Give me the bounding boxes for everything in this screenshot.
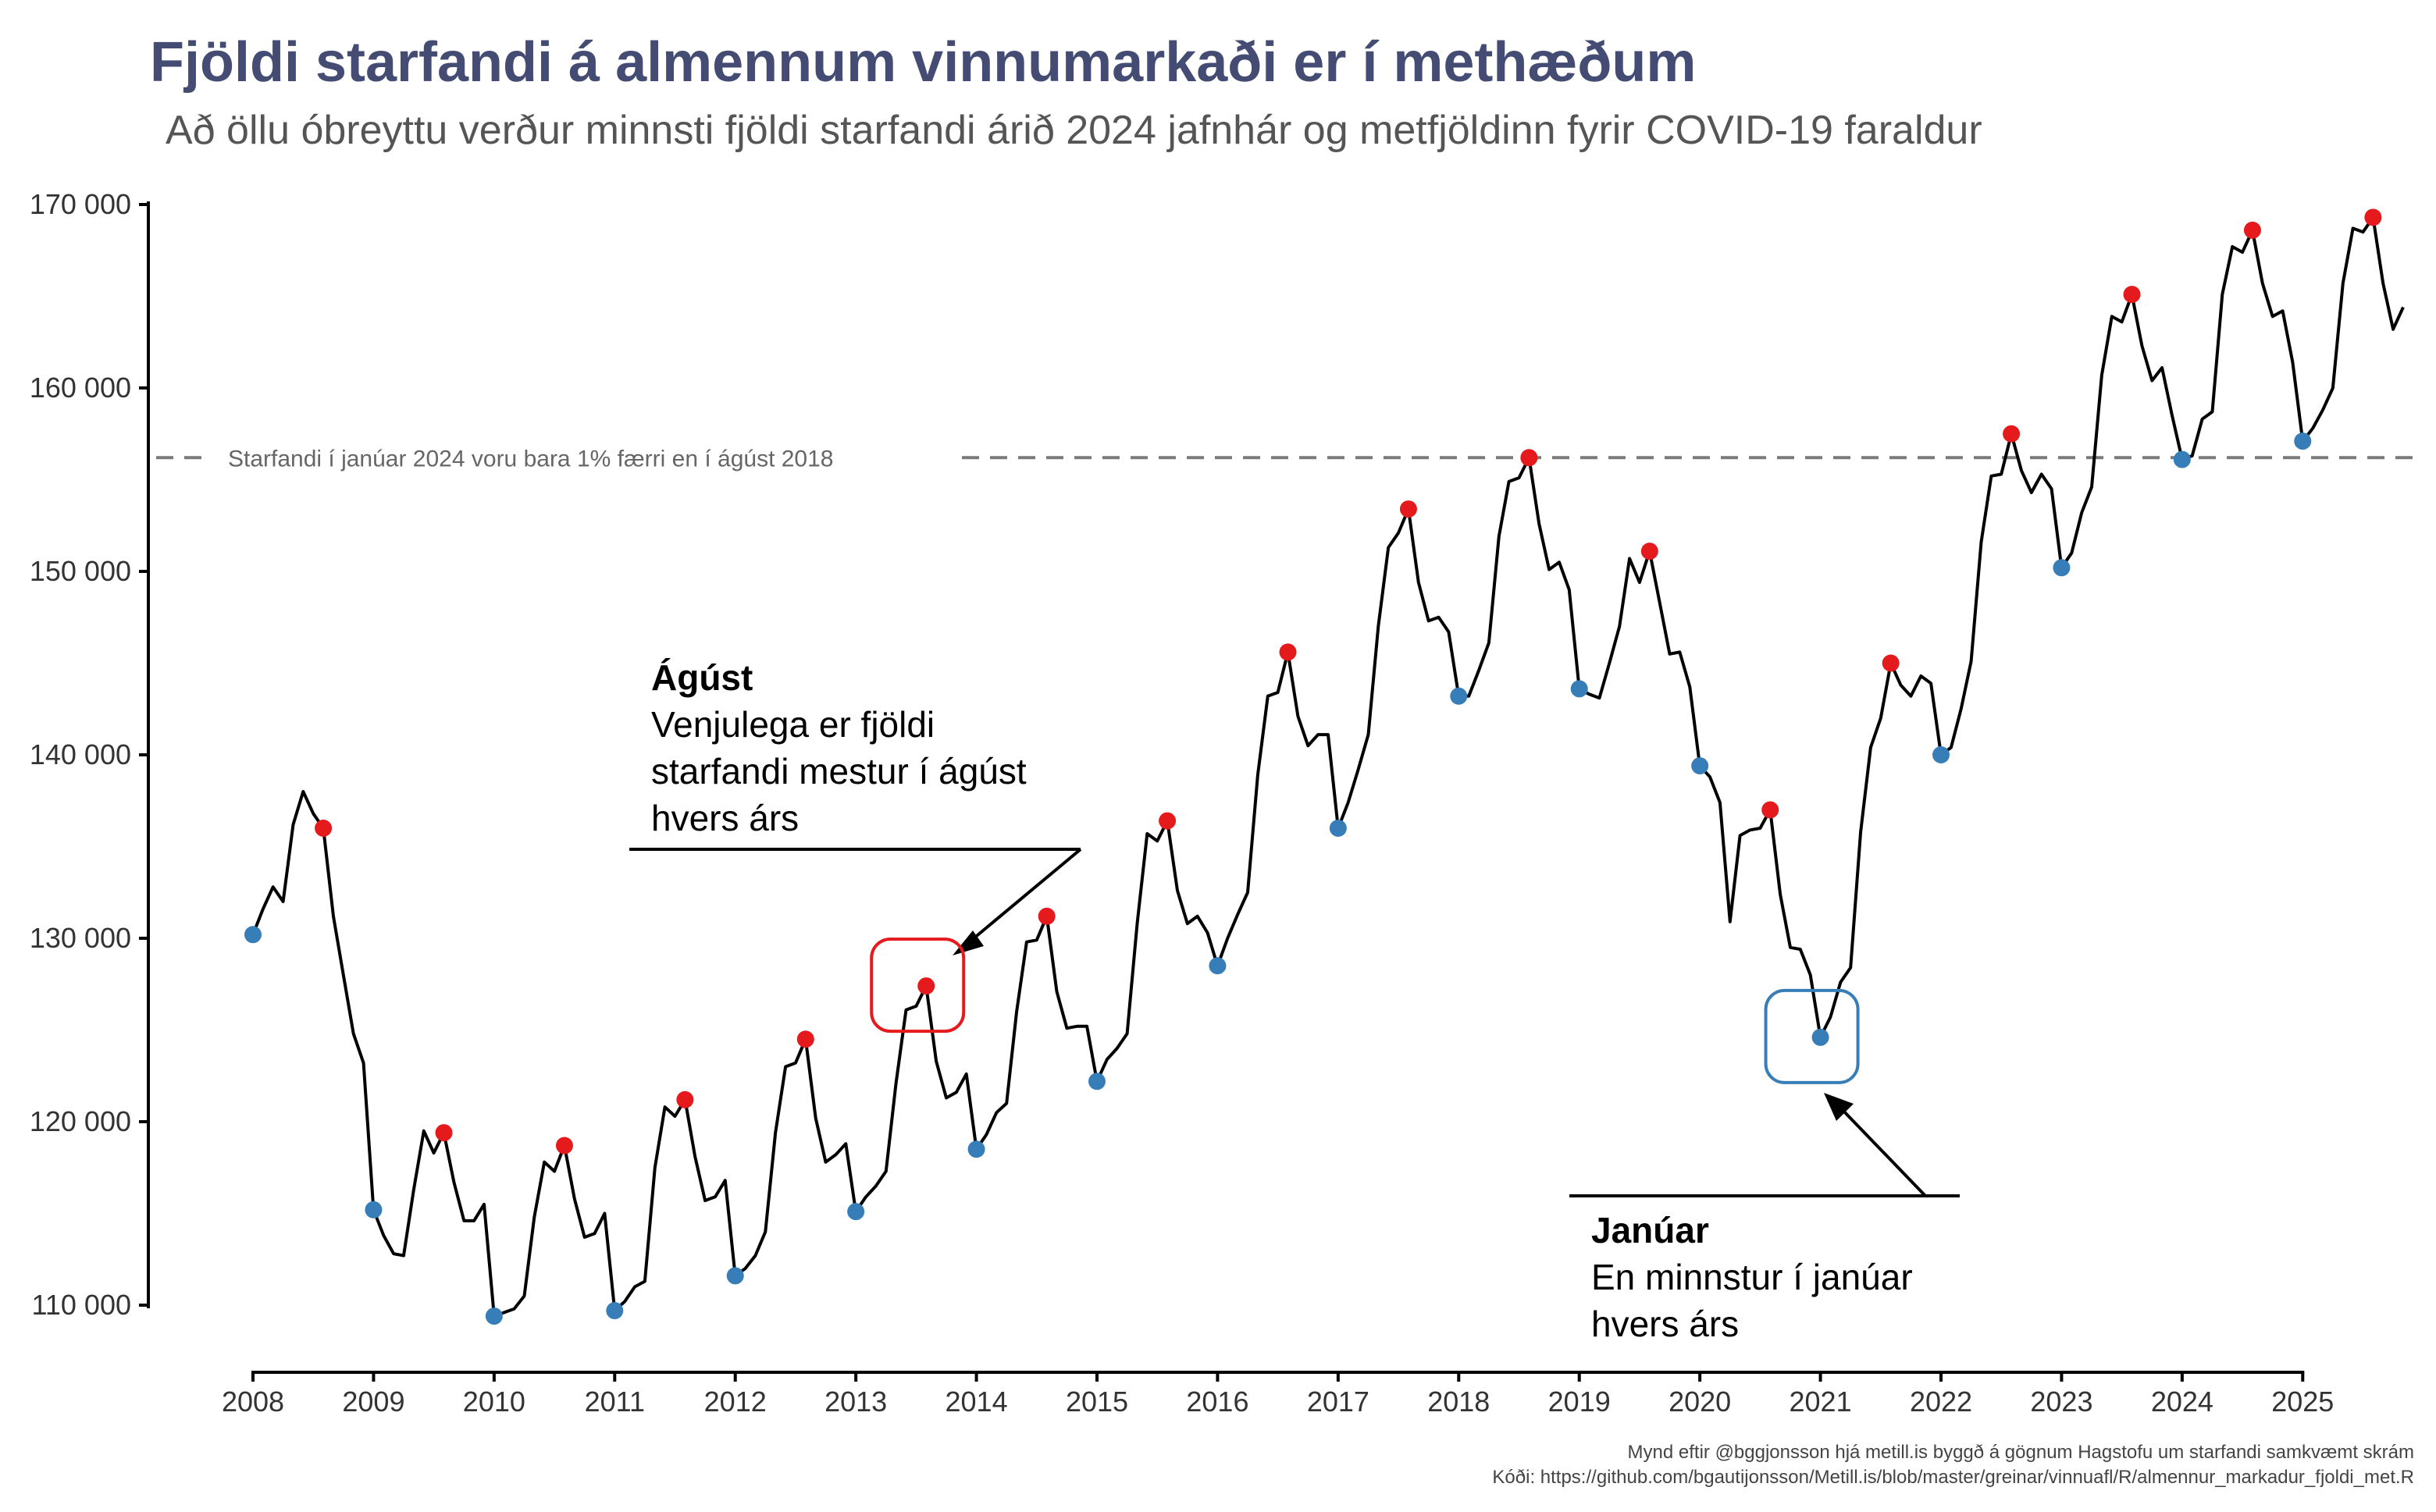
january-point xyxy=(2173,450,2191,468)
chart-subtitle: Að öllu óbreyttu verður minnsti fjöldi s… xyxy=(166,108,1982,153)
annotation-august-line-3: hvers árs xyxy=(651,798,799,838)
august-point xyxy=(1520,449,1538,467)
annotation-august-line-1: Venjulega er fjöldi xyxy=(651,704,935,745)
y-axis: 110 000 120 000 130 000 140 000 150 000 160 0… xyxy=(30,188,150,1321)
highlight-points-group xyxy=(244,208,2382,1325)
august-point xyxy=(2003,425,2021,443)
y-tick-label: 170 000 xyxy=(30,188,131,220)
x-tick-label: 2011 xyxy=(585,1386,645,1418)
january-point xyxy=(1209,957,1227,975)
january-point xyxy=(244,926,262,944)
january-point xyxy=(485,1307,503,1325)
caption-line-1: Mynd eftir @bggjonsson hjá metill.is byg… xyxy=(1628,1442,2414,1463)
x-tick-label: 2014 xyxy=(946,1386,1008,1418)
august-point xyxy=(2364,208,2382,226)
august-point xyxy=(2123,286,2141,304)
x-tick-label: 2008 xyxy=(222,1386,284,1418)
january-point xyxy=(2053,559,2071,577)
annotation-january-arrowhead xyxy=(1824,1093,1854,1121)
x-axis: 2008 2009 2010 2011 2012 2013 2014 2015 2016 2017… xyxy=(222,1371,2334,1418)
annotation-august-heading: Ágúst xyxy=(651,657,753,698)
annotation-january-heading: Janúar xyxy=(1591,1210,1709,1251)
y-tick-label: 160 000 xyxy=(30,372,131,404)
august-point xyxy=(1038,907,1056,925)
january-point xyxy=(1570,680,1588,698)
caption-line-2: Kóði: https://github.com/bgautijonsson/M… xyxy=(1492,1467,2414,1488)
january-point xyxy=(726,1267,744,1285)
callout-boxes xyxy=(870,937,1860,1084)
x-tick-label: 2024 xyxy=(2151,1386,2213,1418)
august-point xyxy=(315,820,333,837)
x-tick-label: 2022 xyxy=(1910,1386,1972,1418)
august-point xyxy=(1640,543,1658,560)
x-tick-label: 2017 xyxy=(1307,1386,1369,1418)
x-tick-label: 2016 xyxy=(1186,1386,1248,1418)
callout-box-august xyxy=(870,937,966,1033)
annotation-january-line-2: hvers árs xyxy=(1591,1304,1739,1344)
annotation-august-line-2: starfandi mestur í ágúst xyxy=(651,751,1027,792)
january-point xyxy=(847,1203,865,1221)
x-tick-label: 2009 xyxy=(342,1386,404,1418)
january-point xyxy=(967,1140,985,1158)
january-point xyxy=(1811,1028,1829,1046)
august-point xyxy=(1399,500,1417,518)
series-line xyxy=(251,215,2405,1318)
annotation-august-arrow xyxy=(967,848,1082,945)
january-point xyxy=(606,1302,624,1320)
annotation-january-line-1: En minnstur í janúar xyxy=(1591,1257,1913,1297)
august-point xyxy=(1761,801,1779,819)
august-point xyxy=(676,1090,694,1108)
reference-line-label: Starfandi í janúar 2024 voru bara 1% fær… xyxy=(228,446,833,471)
y-tick-label: 110 000 xyxy=(32,1289,131,1321)
x-tick-label: 2012 xyxy=(704,1386,767,1418)
august-point xyxy=(555,1137,573,1154)
january-point xyxy=(1932,746,1950,763)
x-tick-label: 2015 xyxy=(1066,1386,1128,1418)
x-tick-label: 2013 xyxy=(824,1386,887,1418)
annotation-january-arrow xyxy=(1839,1107,1927,1197)
august-point xyxy=(1159,812,1177,830)
august-point xyxy=(1279,643,1297,661)
january-point xyxy=(1691,757,1709,775)
y-tick-label: 140 000 xyxy=(30,738,131,770)
august-point xyxy=(796,1030,814,1048)
august-point xyxy=(917,977,935,995)
y-tick-label: 150 000 xyxy=(30,555,131,587)
x-tick-label: 2018 xyxy=(1427,1386,1490,1418)
x-tick-label: 2023 xyxy=(2030,1386,2092,1418)
y-tick-label: 130 000 xyxy=(30,922,131,954)
august-point xyxy=(2243,221,2261,239)
january-point xyxy=(1088,1073,1106,1090)
january-point xyxy=(365,1201,383,1218)
january-point xyxy=(2294,432,2312,450)
y-tick-label: 120 000 xyxy=(30,1105,131,1137)
x-tick-label: 2021 xyxy=(1790,1386,1852,1418)
x-tick-label: 2019 xyxy=(1548,1386,1611,1418)
x-tick-label: 2020 xyxy=(1669,1386,1731,1418)
annotation-august: Ágúst Venjulega er fjöldi starfandi mest… xyxy=(629,657,1082,955)
callout-box-january xyxy=(1764,988,1860,1084)
annotation-january: Janúar En minnstur í janúar hvers árs xyxy=(1569,1093,1960,1344)
january-point xyxy=(1329,820,1347,837)
x-tick-label: 2025 xyxy=(2271,1386,2334,1418)
chart-title: Fjöldi starfandi á almennum vinnumarkaði… xyxy=(150,31,1696,94)
series-group xyxy=(251,215,2405,1318)
august-point xyxy=(435,1124,453,1142)
january-point xyxy=(1450,687,1468,705)
x-tick-label: 2010 xyxy=(463,1386,525,1418)
august-point xyxy=(1882,654,1900,672)
